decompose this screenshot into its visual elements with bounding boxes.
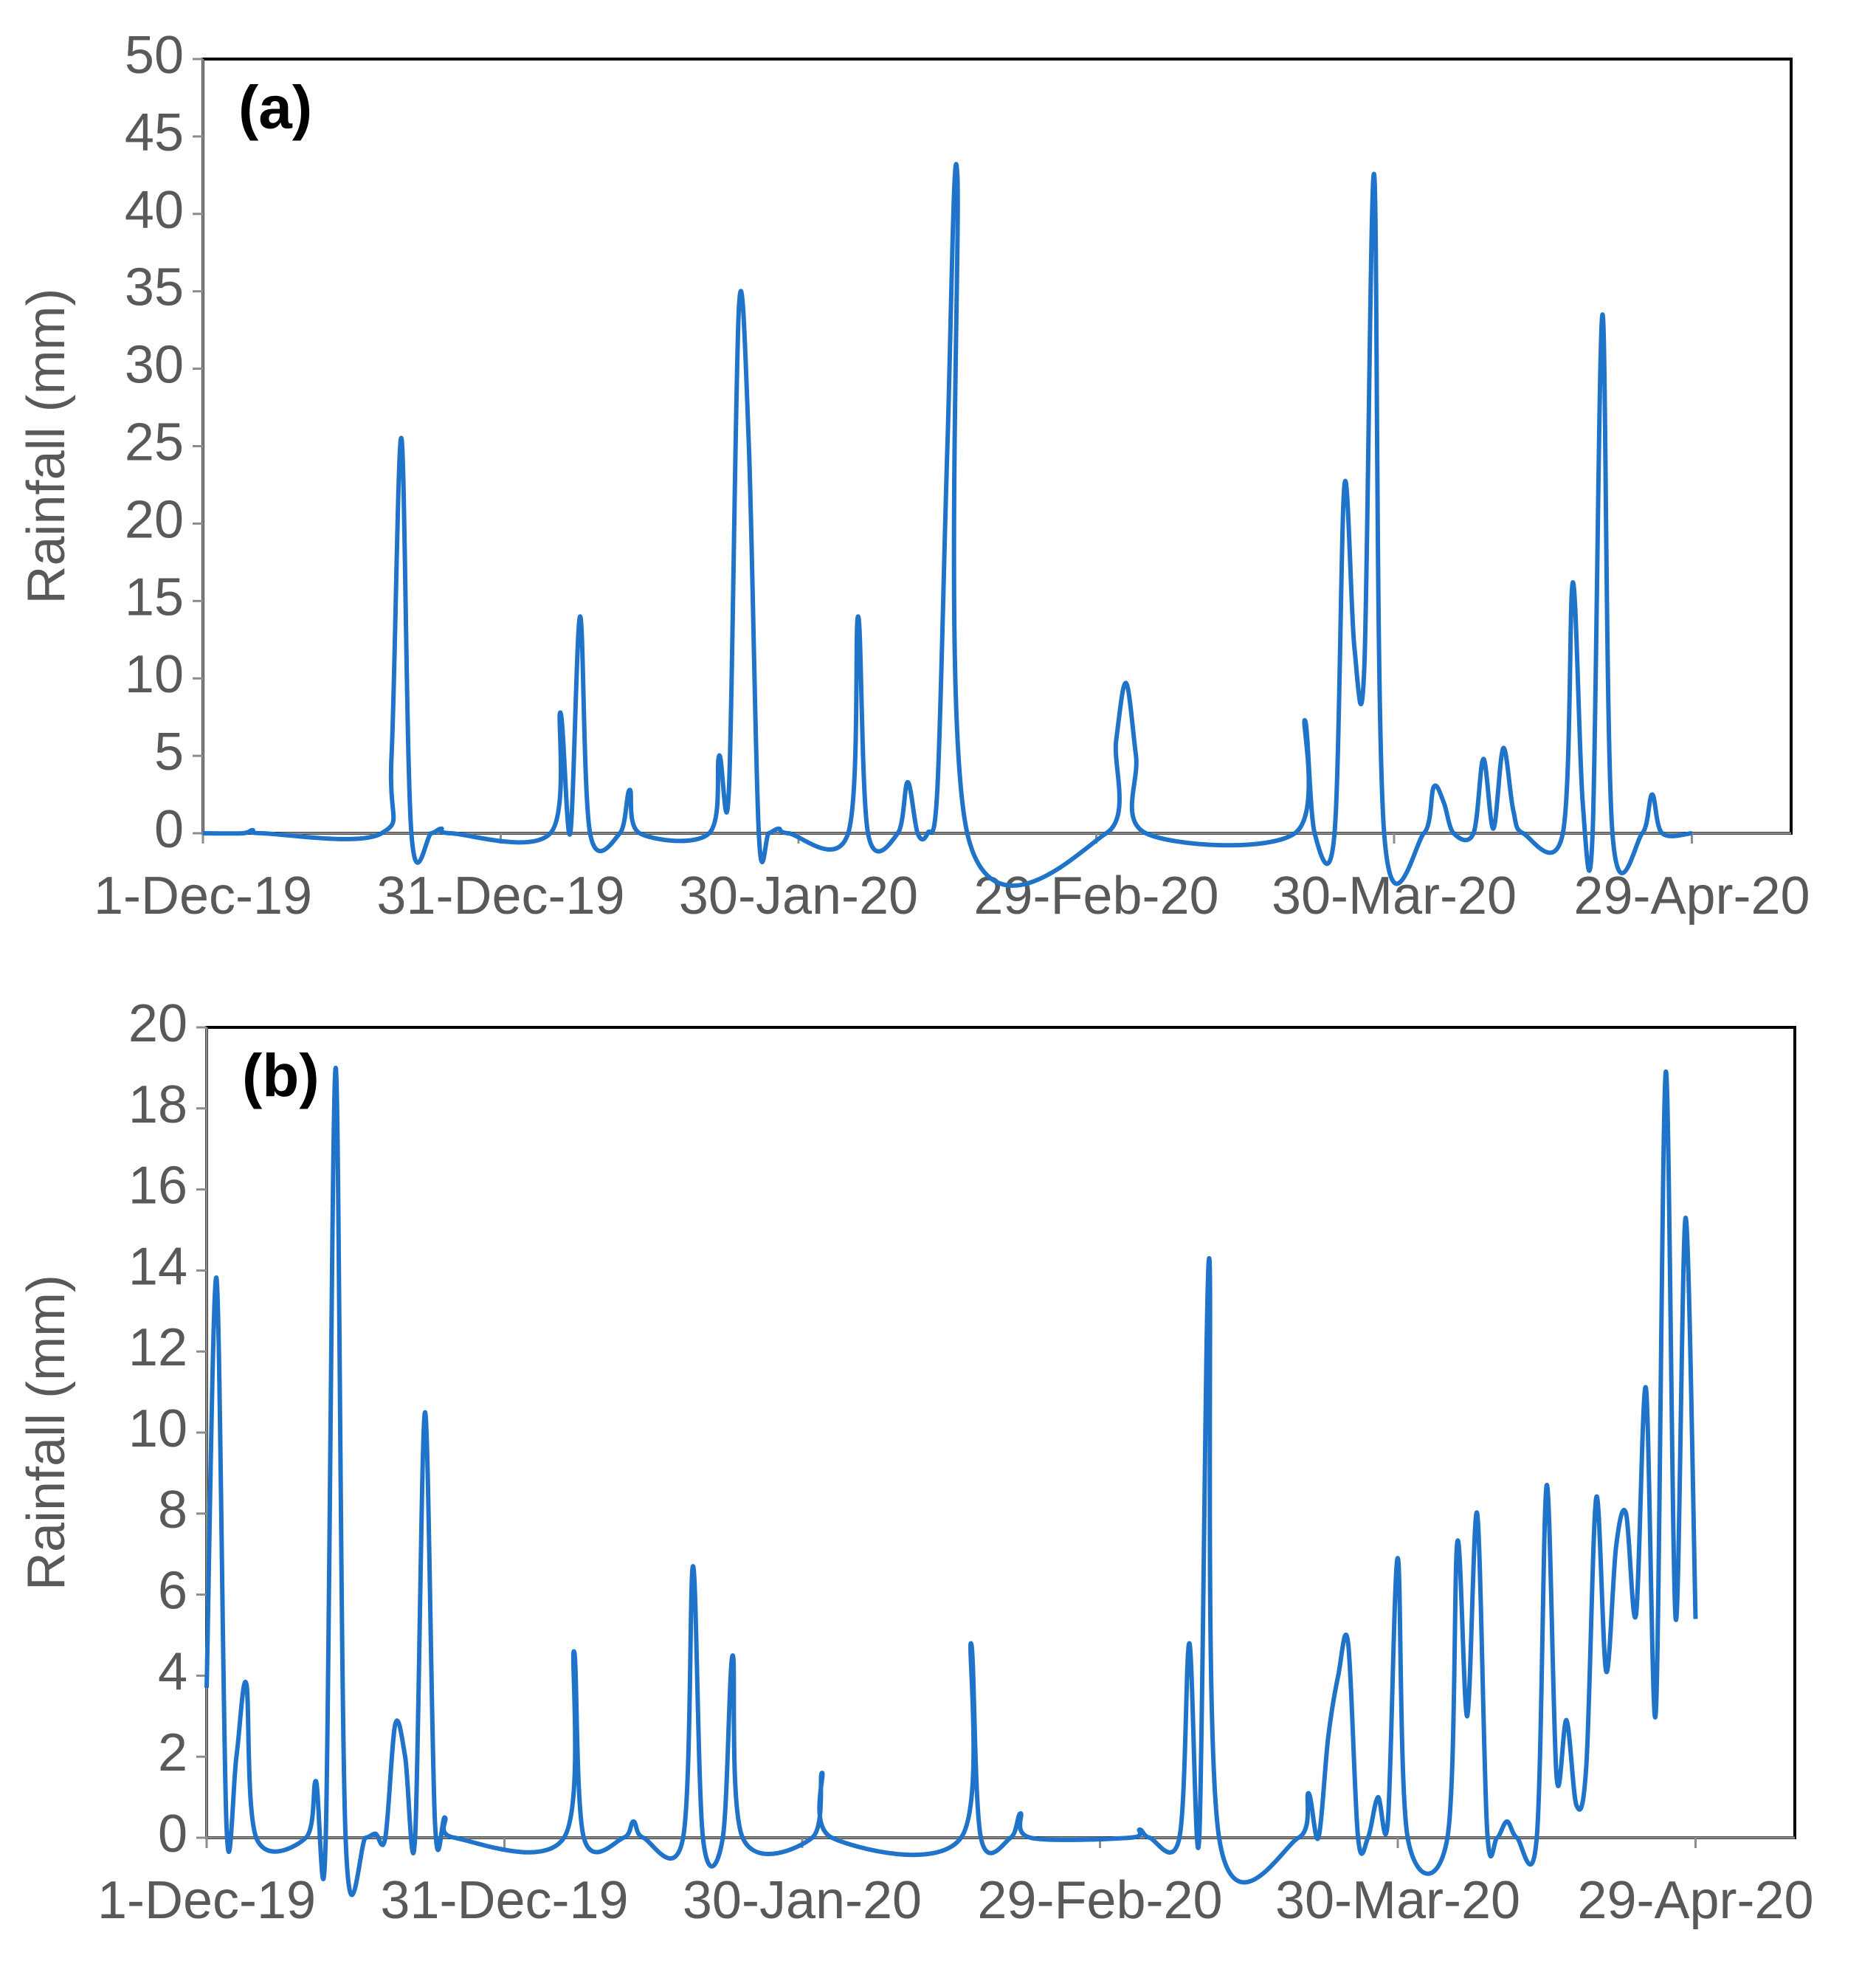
x-tick-label: 30-Mar-20 — [1275, 1871, 1520, 1930]
y-tick-label: 50 — [125, 26, 184, 85]
y-tick-label: 0 — [158, 1805, 187, 1864]
panel-label: (b) — [242, 1043, 320, 1110]
plot-frame — [201, 58, 1793, 835]
rainfall-line — [204, 1065, 1698, 1898]
y-tick-label: 0 — [154, 800, 184, 859]
y-tick-label: 2 — [158, 1723, 187, 1782]
y-tick-label: 14 — [128, 1237, 187, 1296]
y-axis-label: Rainfall (mm) — [17, 288, 76, 604]
panel-label: (a) — [238, 75, 312, 142]
x-tick-label: 29-Apr-20 — [1577, 1871, 1813, 1930]
y-tick-label: 18 — [128, 1075, 187, 1134]
x-tick-label: 30-Jan-20 — [679, 866, 918, 926]
x-tick-label: 30-Mar-20 — [1272, 866, 1517, 926]
plot-frame — [205, 1026, 1796, 1839]
y-tick-label: 16 — [128, 1157, 187, 1216]
x-tick-label: 31-Dec-19 — [380, 1871, 628, 1930]
y-tick-label: 35 — [125, 258, 184, 317]
y-tick-label: 25 — [125, 413, 184, 472]
y-tick-label: 10 — [128, 1399, 187, 1458]
y-tick-label: 4 — [158, 1642, 187, 1701]
y-tick-label: 20 — [128, 994, 187, 1053]
y-tick-label: 20 — [125, 490, 184, 549]
y-tick-label: 12 — [128, 1318, 187, 1377]
y-tick-label: 10 — [125, 645, 184, 704]
x-tick-label: 29-Feb-20 — [977, 1871, 1222, 1930]
x-tick-label: 31-Dec-19 — [376, 866, 624, 926]
y-tick-label: 6 — [158, 1562, 187, 1621]
y-tick-label: 5 — [154, 723, 184, 782]
y-axis-label: Rainfall (mm) — [17, 1275, 76, 1590]
y-tick-label: 30 — [125, 336, 184, 395]
x-tick-label: 30-Jan-20 — [683, 1871, 922, 1930]
x-tick-label: 29-Feb-20 — [973, 866, 1218, 926]
y-tick-label: 45 — [125, 103, 184, 162]
x-tick-label: 1-Dec-19 — [97, 1871, 316, 1930]
y-tick-label: 15 — [125, 568, 184, 627]
y-tick-label: 8 — [158, 1481, 187, 1540]
x-tick-label: 1-Dec-19 — [94, 866, 312, 926]
rainfall-line — [202, 162, 1692, 888]
y-tick-label: 40 — [125, 181, 184, 240]
x-tick-label: 29-Apr-20 — [1573, 866, 1810, 926]
